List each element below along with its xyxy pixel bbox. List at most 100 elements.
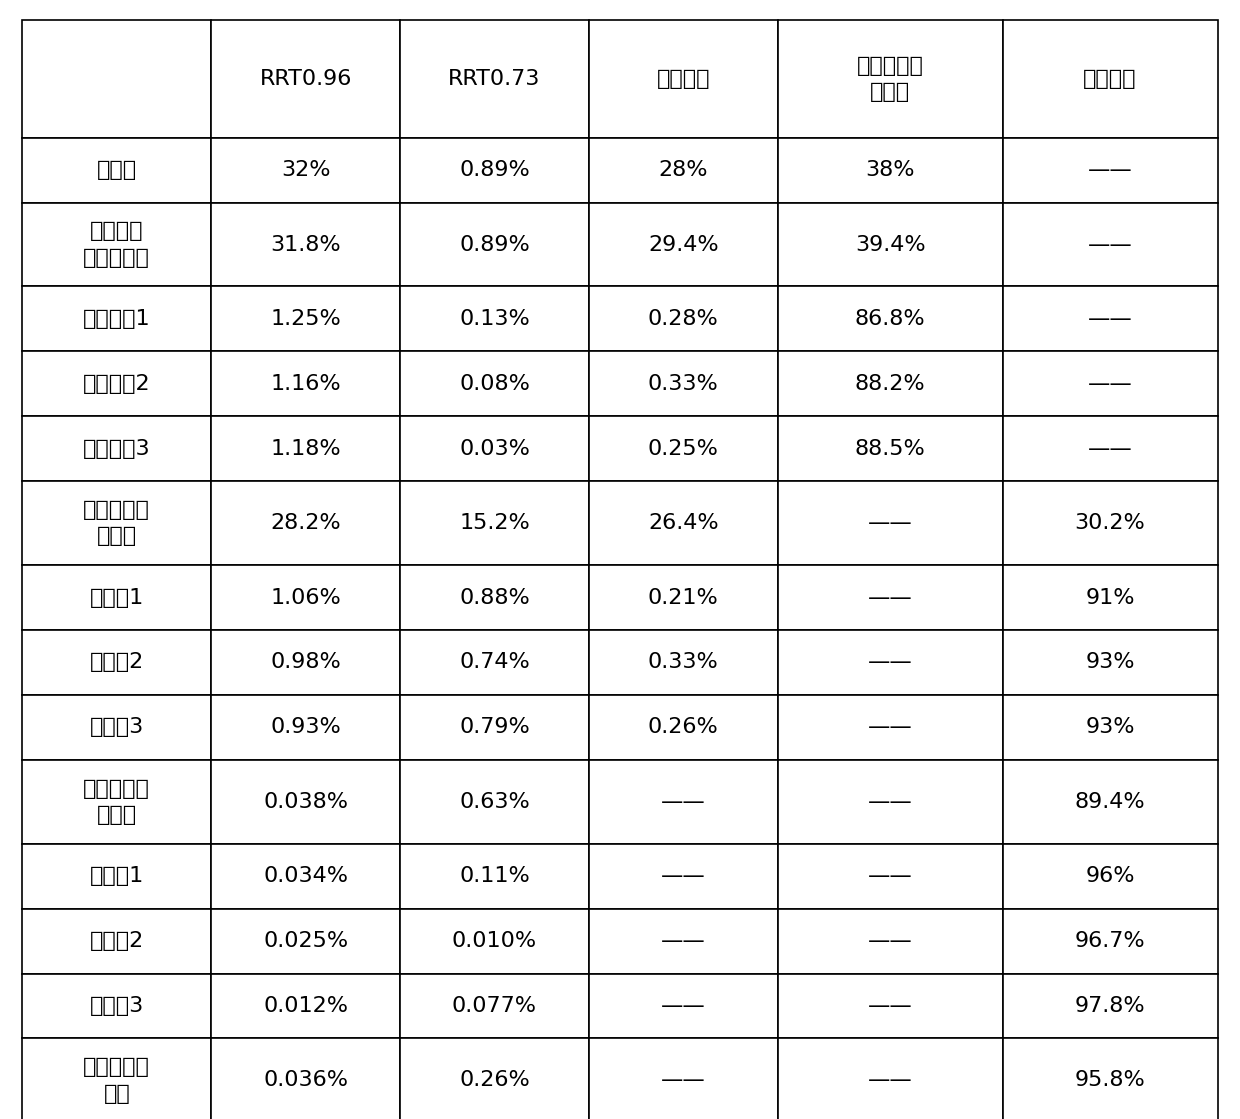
Bar bbox=[589, 844, 777, 909]
Text: 0.034%: 0.034% bbox=[263, 866, 348, 886]
Bar bbox=[401, 416, 589, 481]
Text: 水解液（原
工艺）: 水解液（原 工艺） bbox=[83, 500, 150, 546]
Bar bbox=[777, 974, 1002, 1038]
Bar bbox=[777, 351, 1002, 416]
Bar bbox=[211, 286, 401, 351]
Bar bbox=[211, 695, 401, 760]
Bar bbox=[1002, 138, 1218, 203]
Bar bbox=[22, 481, 211, 565]
Text: ——: —— bbox=[868, 587, 913, 608]
Text: 0.012%: 0.012% bbox=[263, 996, 348, 1016]
Bar bbox=[401, 1038, 589, 1119]
Bar bbox=[211, 351, 401, 416]
Text: 纯化液（原
工艺）: 纯化液（原 工艺） bbox=[83, 779, 150, 825]
Bar bbox=[589, 630, 777, 695]
Text: 86.8%: 86.8% bbox=[854, 309, 925, 329]
Text: ——: —— bbox=[1087, 439, 1132, 459]
Text: ——: —— bbox=[1087, 374, 1132, 394]
Bar bbox=[401, 20, 589, 138]
Text: 32%: 32% bbox=[281, 160, 330, 180]
Text: 91%: 91% bbox=[1085, 587, 1135, 608]
Bar bbox=[589, 760, 777, 844]
Text: 成品（原工
艺）: 成品（原工 艺） bbox=[83, 1057, 150, 1103]
Bar bbox=[401, 203, 589, 286]
Bar bbox=[22, 1038, 211, 1119]
Bar bbox=[777, 416, 1002, 481]
Bar bbox=[22, 695, 211, 760]
Bar bbox=[1002, 20, 1218, 138]
Bar bbox=[211, 481, 401, 565]
Text: 28%: 28% bbox=[658, 160, 708, 180]
Text: 29.4%: 29.4% bbox=[649, 235, 719, 254]
Text: 发酵粗品
（原工艺）: 发酵粗品 （原工艺） bbox=[83, 222, 150, 267]
Bar bbox=[401, 630, 589, 695]
Bar bbox=[589, 286, 777, 351]
Bar bbox=[1002, 909, 1218, 974]
Text: 0.077%: 0.077% bbox=[453, 996, 537, 1016]
Text: 96%: 96% bbox=[1085, 866, 1135, 886]
Text: 0.88%: 0.88% bbox=[459, 587, 529, 608]
Text: 0.21%: 0.21% bbox=[649, 587, 719, 608]
Bar bbox=[22, 974, 211, 1038]
Bar bbox=[401, 974, 589, 1038]
Bar bbox=[22, 138, 211, 203]
Text: 发酵粗品3: 发酵粗品3 bbox=[83, 439, 150, 459]
Text: ——: —— bbox=[661, 931, 706, 951]
Bar bbox=[401, 351, 589, 416]
Bar bbox=[777, 286, 1002, 351]
Text: 95.8%: 95.8% bbox=[1075, 1071, 1146, 1090]
Bar bbox=[777, 909, 1002, 974]
Bar bbox=[777, 1038, 1002, 1119]
Text: 0.33%: 0.33% bbox=[649, 652, 719, 673]
Text: ——: —— bbox=[661, 1071, 706, 1090]
Bar bbox=[22, 203, 211, 286]
Bar bbox=[1002, 1038, 1218, 1119]
Bar bbox=[22, 760, 211, 844]
Text: 妥布霊素: 妥布霊素 bbox=[1084, 69, 1137, 88]
Text: ——: —— bbox=[661, 996, 706, 1016]
Bar bbox=[589, 351, 777, 416]
Text: 0.93%: 0.93% bbox=[270, 717, 341, 737]
Text: ——: —— bbox=[661, 792, 706, 811]
Text: 93%: 93% bbox=[1085, 652, 1135, 673]
Bar bbox=[22, 351, 211, 416]
Bar bbox=[401, 286, 589, 351]
Text: 0.025%: 0.025% bbox=[263, 931, 348, 951]
Bar bbox=[589, 974, 777, 1038]
Text: 水解液1: 水解液1 bbox=[89, 587, 144, 608]
Bar bbox=[211, 416, 401, 481]
Bar bbox=[589, 481, 777, 565]
Text: 0.038%: 0.038% bbox=[263, 792, 348, 811]
Text: ——: —— bbox=[868, 931, 913, 951]
Text: 26.4%: 26.4% bbox=[649, 514, 719, 533]
Bar bbox=[401, 138, 589, 203]
Text: 0.010%: 0.010% bbox=[451, 931, 537, 951]
Bar bbox=[1002, 695, 1218, 760]
Text: 0.11%: 0.11% bbox=[459, 866, 529, 886]
Bar bbox=[211, 630, 401, 695]
Bar bbox=[211, 909, 401, 974]
Bar bbox=[1002, 760, 1218, 844]
Text: 1.16%: 1.16% bbox=[270, 374, 341, 394]
Bar bbox=[1002, 416, 1218, 481]
Text: 0.036%: 0.036% bbox=[263, 1071, 348, 1090]
Bar bbox=[1002, 630, 1218, 695]
Bar bbox=[211, 974, 401, 1038]
Bar bbox=[211, 760, 401, 844]
Text: 0.98%: 0.98% bbox=[270, 652, 341, 673]
Text: 1.06%: 1.06% bbox=[270, 587, 341, 608]
Bar bbox=[401, 481, 589, 565]
Bar bbox=[1002, 481, 1218, 565]
Text: 纯化液3: 纯化液3 bbox=[89, 996, 144, 1016]
Bar bbox=[777, 695, 1002, 760]
Bar bbox=[401, 909, 589, 974]
Bar bbox=[1002, 565, 1218, 630]
Bar bbox=[777, 20, 1002, 138]
Bar bbox=[401, 760, 589, 844]
Bar bbox=[1002, 974, 1218, 1038]
Text: 0.74%: 0.74% bbox=[459, 652, 529, 673]
Text: 38%: 38% bbox=[866, 160, 915, 180]
Text: ——: —— bbox=[661, 866, 706, 886]
Bar bbox=[777, 138, 1002, 203]
Bar bbox=[211, 565, 401, 630]
